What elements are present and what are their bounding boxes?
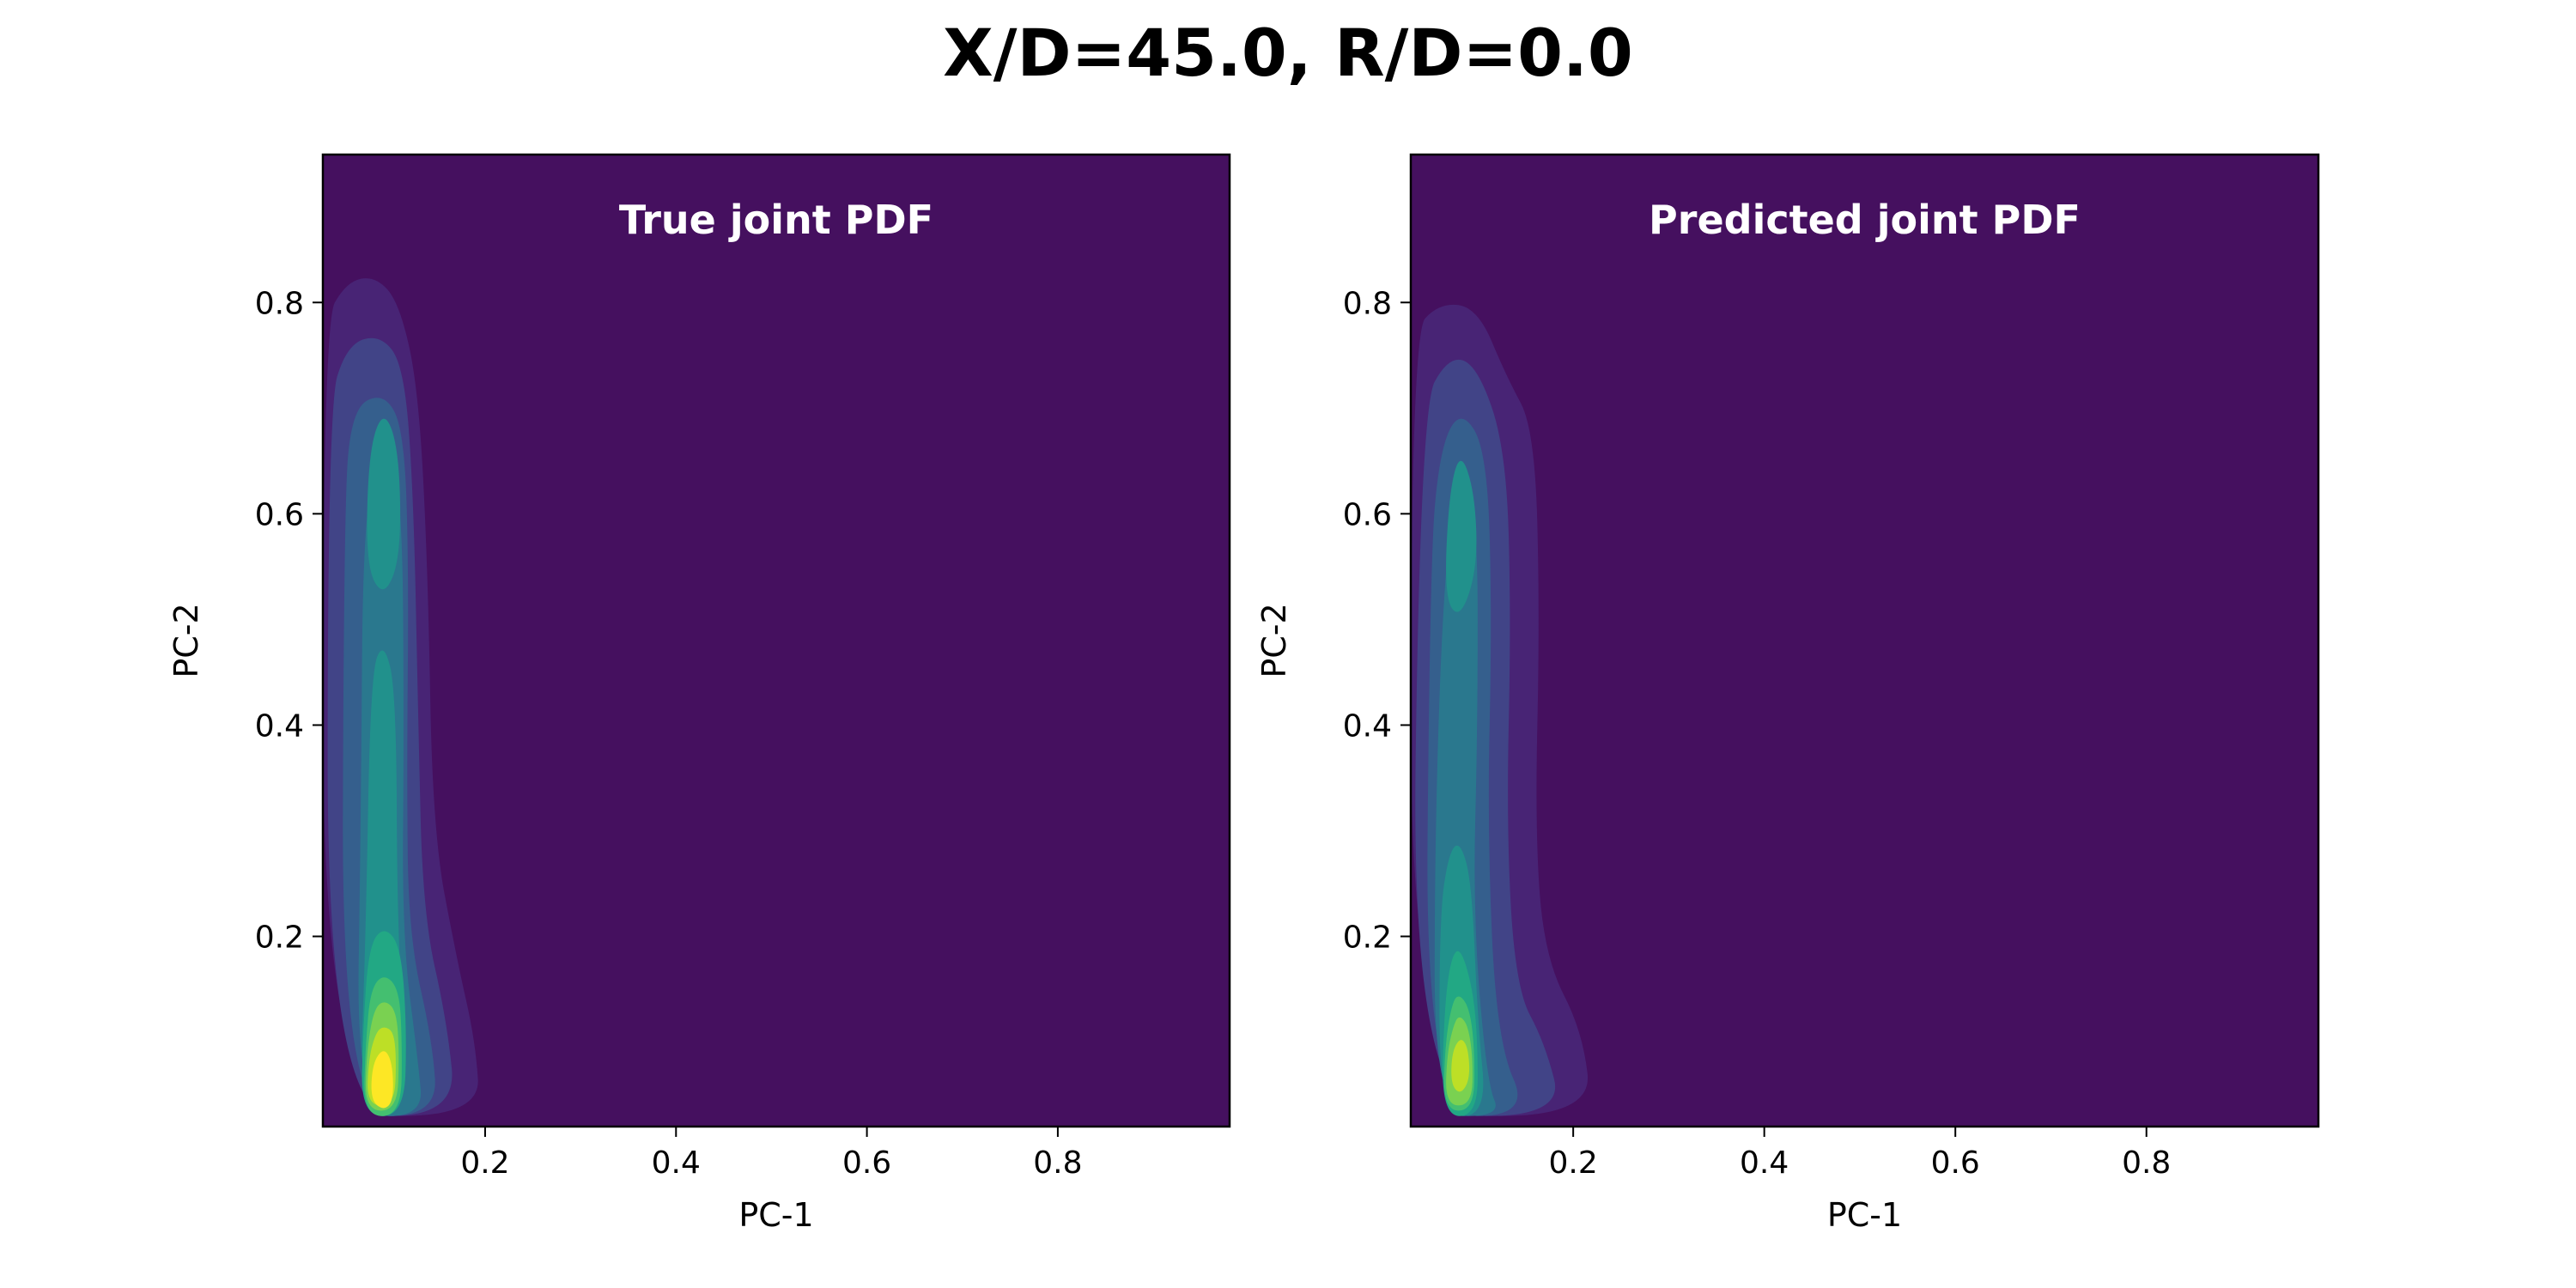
predicted-pdf-contour-level-9: [1451, 1040, 1470, 1092]
predicted-pdf-background-level: [1411, 155, 2318, 1127]
predicted-pdf-plot-area: [1411, 155, 2318, 1127]
predicted-pdf-x-tick-label: 0.6: [1931, 1145, 1980, 1181]
true-pdf-plot-area: [323, 155, 1230, 1127]
predicted-pdf-axes-frame: [1409, 153, 2320, 1128]
true-pdf-panel: True joint PDF 0.2 0.4 0.6 0.8 0.2 0.4 0.6 0.8 PC…: [167, 153, 1231, 1234]
predicted-pdf-x-tick-label: 0.2: [1549, 1145, 1598, 1181]
true-pdf-title: True joint PDF: [619, 197, 933, 243]
predicted-pdf-y-tick-label: 0.6: [1343, 497, 1392, 532]
true-pdf-y-axis-label: PC-2: [167, 603, 205, 677]
true-pdf-x-tick-label: 0.8: [1033, 1145, 1082, 1181]
true-pdf-contour-level-10: [371, 1051, 393, 1109]
predicted-pdf-y-tick-label: 0.8: [1343, 286, 1392, 321]
true-pdf-axes-frame: [321, 153, 1231, 1128]
true-pdf-y-tick-label: 0.4: [255, 708, 304, 744]
predicted-pdf-x-tick-label: 0.8: [2122, 1145, 2171, 1181]
true-pdf-contour-level-5: [367, 418, 401, 590]
predicted-pdf-y-tick-label: 0.2: [1343, 920, 1392, 956]
true-pdf-y-tick-label: 0.6: [255, 497, 304, 532]
predicted-pdf-y-axis-label: PC-2: [1255, 603, 1293, 677]
true-pdf-x-tick-label: 0.2: [460, 1145, 509, 1181]
predicted-pdf-panel: Predicted joint PDF 0.2 0.4 0.6 0.8 0.2 0.4 0.6…: [1255, 153, 2320, 1234]
predicted-pdf-x-tick-label: 0.4: [1740, 1145, 1789, 1181]
true-pdf-y-tick-label: 0.2: [255, 920, 304, 956]
predicted-pdf-y-tick-label: 0.4: [1343, 708, 1392, 744]
predicted-pdf-contour-level-5: [1446, 460, 1477, 612]
true-pdf-background-level: [323, 155, 1230, 1127]
true-pdf-y-tick-label: 0.8: [255, 286, 304, 321]
true-pdf-x-tick-label: 0.6: [842, 1145, 891, 1181]
figure-title: X/D=45.0, R/D=0.0: [943, 15, 1633, 91]
true-pdf-x-tick-label: 0.4: [652, 1145, 701, 1181]
predicted-pdf-title: Predicted joint PDF: [1649, 197, 2081, 243]
true-pdf-x-axis-label: PC-1: [738, 1196, 813, 1234]
predicted-pdf-x-axis-label: PC-1: [1827, 1196, 1902, 1234]
